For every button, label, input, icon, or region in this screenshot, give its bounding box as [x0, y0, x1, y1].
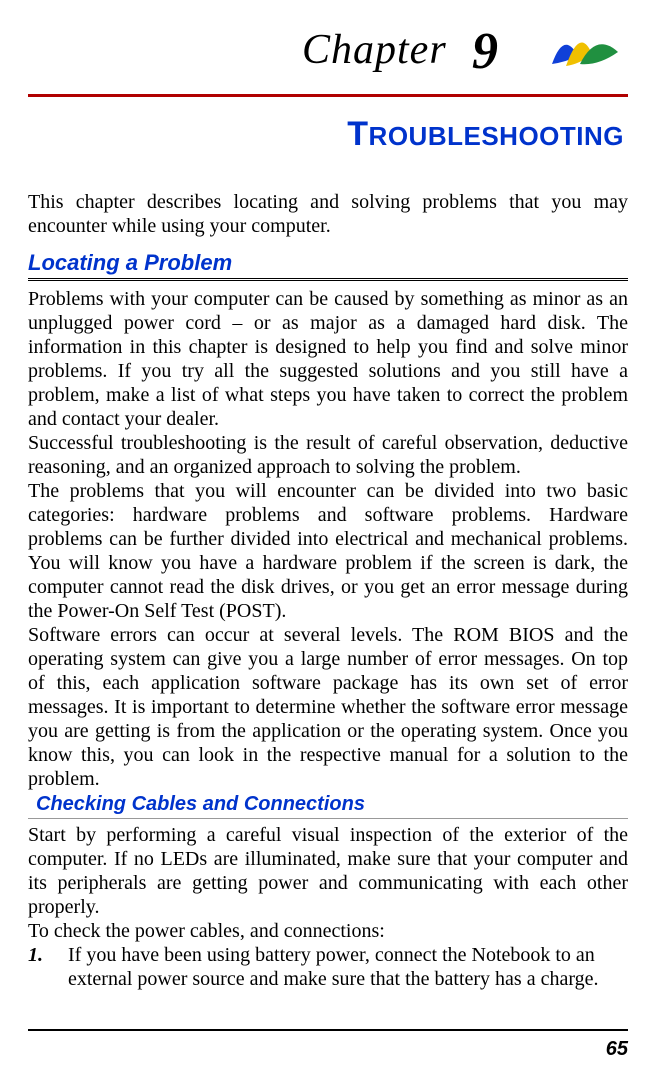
subsection-heading: Checking Cables and Connections: [28, 793, 628, 816]
chapter-title: TROUBLESHOOTING: [28, 115, 628, 154]
body-paragraph: The problems that you will encounter can…: [28, 479, 628, 623]
list-number: 1.: [28, 943, 68, 991]
body-paragraph: Successful troubleshooting is the result…: [28, 431, 628, 479]
numbered-list-item: 1. If you have been using battery power,…: [28, 943, 628, 991]
page: Chapter 9 TROUBLESHOOTING This chapter d…: [0, 0, 656, 1077]
section-heading: Locating a Problem: [28, 250, 628, 276]
body-paragraph: Start by performing a careful visual ins…: [28, 823, 628, 919]
section-heading-rule: [28, 278, 628, 281]
body-paragraph: Software errors can occur at several lev…: [28, 623, 628, 791]
page-number: 65: [606, 1038, 628, 1061]
subsection-heading-rule: [28, 818, 628, 819]
body-paragraph: To check the power cables, and connectio…: [28, 919, 628, 943]
chapter-number: 9: [472, 22, 498, 81]
body-paragraph: Problems with your computer can be cause…: [28, 287, 628, 431]
body-block: Problems with your computer can be cause…: [28, 287, 628, 991]
header-rule: [28, 94, 628, 97]
footer-rule: [28, 1029, 628, 1031]
leaf-logo-icon: [542, 24, 620, 80]
list-text: If you have been using battery power, co…: [68, 943, 628, 991]
title-first-letter: T: [347, 115, 368, 153]
title-rest: ROUBLESHOOTING: [369, 121, 624, 151]
chapter-header: Chapter 9: [28, 24, 628, 88]
intro-paragraph: This chapter describes locating and solv…: [28, 190, 628, 238]
chapter-word: Chapter: [302, 26, 447, 74]
